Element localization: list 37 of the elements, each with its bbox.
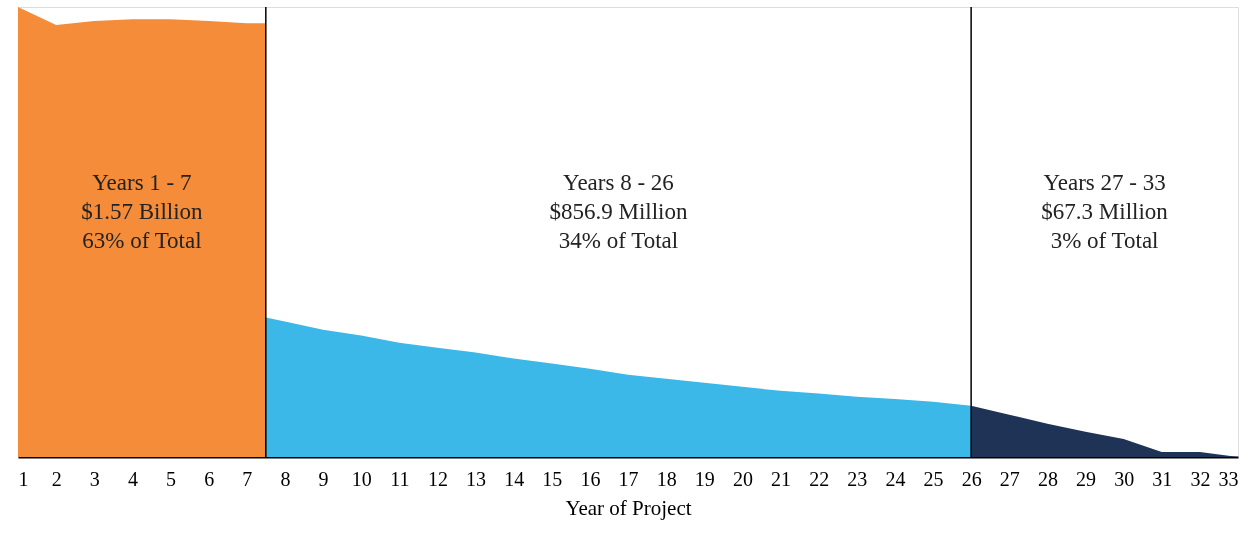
x-tick-label: 26 — [961, 467, 982, 490]
x-tick-label: 25 — [923, 467, 944, 490]
x-tick-label: 5 — [166, 467, 176, 490]
x-tick-label: 22 — [809, 467, 830, 490]
x-axis-title: Year of Project — [565, 495, 692, 520]
x-tick-label: 7 — [242, 467, 253, 490]
x-tick-label: 11 — [390, 467, 410, 490]
x-tick-label: 12 — [427, 467, 448, 490]
annotation: Years 27 - 33 $67.3 Million 3% of Total — [1041, 170, 1169, 253]
x-tick-label: 32 — [1190, 467, 1211, 490]
x-tick-label: 10 — [351, 467, 372, 490]
x-tick-label: 27 — [999, 467, 1020, 490]
x-tick-label: 19 — [694, 467, 715, 490]
x-tick-label: 1 — [18, 467, 29, 490]
x-tick-label: 3 — [89, 467, 100, 490]
x-tick-label: 33 — [1218, 467, 1239, 490]
x-tick-label: 24 — [885, 467, 906, 490]
x-tick-label: 18 — [656, 467, 677, 490]
x-tick-label: 20 — [732, 467, 753, 490]
x-tick-label: 14 — [504, 467, 525, 490]
x-tick-label: 17 — [618, 467, 639, 490]
x-tick-label: 6 — [204, 467, 215, 490]
x-tick-label: 28 — [1037, 467, 1058, 490]
x-tick-label: 31 — [1152, 467, 1173, 490]
x-tick-label: 4 — [127, 467, 138, 490]
annotation: Years 8 - 26 $856.9 Million 34% of Total — [549, 170, 688, 253]
x-tick-label: 21 — [771, 467, 791, 490]
x-tick-label: 30 — [1114, 467, 1135, 490]
x-tick-label: 8 — [280, 467, 291, 490]
annotation: Years 1 - 7 $1.57 Billion 63% of Total — [81, 170, 204, 253]
x-tick-label: 29 — [1076, 467, 1096, 490]
x-tick-label: 13 — [466, 467, 486, 490]
x-tick-label: 9 — [318, 467, 329, 490]
x-tick-label: 16 — [580, 467, 601, 490]
x-tick-label: 15 — [542, 467, 563, 490]
x-tick-label: 23 — [847, 467, 868, 490]
x-tick-label: 2 — [51, 467, 62, 490]
